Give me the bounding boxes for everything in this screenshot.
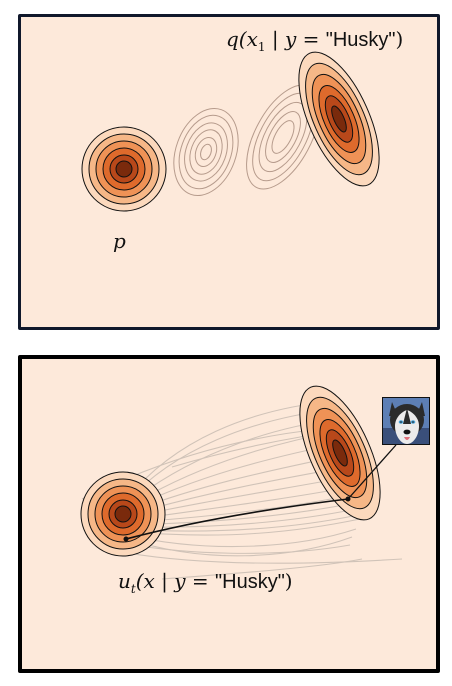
source-distribution-label: p [113, 229, 126, 253]
bottom-source-distribution [80, 471, 166, 557]
intermediate-contour-1 [173, 107, 239, 197]
q-subscript: 1 [257, 40, 266, 54]
u-close: ) [284, 569, 293, 593]
bottom-flow-diagram [80, 385, 403, 580]
target-distribution-label: q(x1 | y = "Husky") [226, 27, 403, 54]
u-subscript: t [130, 582, 136, 596]
path-start-point [123, 536, 129, 542]
q-value: "Husky" [325, 29, 396, 51]
source-distribution-p [81, 126, 167, 212]
q-close: ) [395, 27, 404, 51]
target-distribution-q [298, 51, 380, 187]
flow-field-label: ut(x | y = "Husky") [118, 569, 293, 596]
top-panel-density-plot: q(x1 | y = "Husky") p [18, 14, 440, 330]
bottom-target-distribution [299, 385, 381, 521]
husky-dog-icon [383, 398, 429, 444]
q-fn: q(x [226, 27, 258, 51]
bottom-panel-flow-plot: ut(x | y = "Husky") [18, 355, 440, 673]
u-value: "Husky" [215, 571, 285, 593]
highlighted-flow-path [125, 498, 349, 540]
top-contour-diagram [81, 51, 380, 212]
thumbnail-connector [347, 444, 397, 500]
husky-thumbnail [382, 397, 430, 445]
u-fn: u [118, 569, 131, 593]
q-cond: | y = [265, 27, 326, 51]
u-args: (x | y = [135, 569, 216, 593]
